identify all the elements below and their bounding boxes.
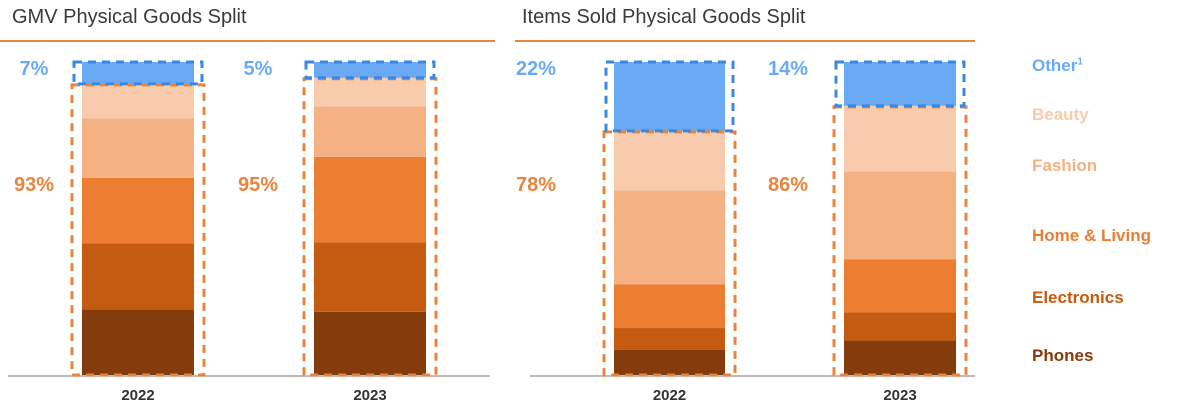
items-sold-physical-outline-2022: [602, 130, 737, 377]
items-sold-bar-2023-fashion: [844, 171, 956, 260]
items-sold-bar-2022-fashion: [614, 190, 725, 285]
items-sold-chart-title: Items Sold Physical Goods Split: [522, 6, 806, 28]
items-sold-bar-2023-electronics: [844, 312, 956, 341]
gmv-physical-share-2022: 93%: [14, 174, 54, 196]
items-sold-bar-2022-home-living: [614, 284, 725, 329]
gmv-tick-label-2023: 2023: [353, 387, 386, 404]
legend-item-beauty: Beauty: [1032, 105, 1089, 124]
gmv-title-rule: [0, 40, 495, 42]
items-sold-bar-2023-home-living: [844, 259, 956, 313]
items-sold-bar-2023-phones: [844, 340, 956, 375]
items-sold-physical-share-2023: 86%: [768, 174, 808, 196]
gmv-bar-2023-electronics: [314, 242, 426, 312]
gmv-physical-outline-2023: [302, 77, 438, 377]
gmv-bar-2022-other: [82, 62, 194, 84]
legend-item-other: Other1: [1032, 56, 1083, 76]
items-sold-tick-label-2023: 2023: [883, 387, 916, 404]
gmv-bar-2023-phones: [314, 311, 426, 375]
gmv-bar-2022-electronics: [82, 243, 194, 310]
legend-item-electronics: Electronics: [1032, 288, 1124, 307]
gmv-other-share-2023: 5%: [244, 58, 273, 80]
items-sold-other-share-2022: 22%: [516, 58, 556, 80]
items-sold-bar-2022-electronics: [614, 328, 725, 350]
items-sold-other-share-2023: 14%: [768, 58, 808, 80]
gmv-chart-title: GMV Physical Goods Split: [12, 6, 247, 28]
gmv-other-outline-2022: [72, 60, 204, 86]
gmv-bar-2023-fashion: [314, 106, 426, 157]
legend-item-phones: Phones: [1032, 346, 1094, 365]
items-sold-title-rule: [515, 40, 975, 42]
gmv-other-share-2022: 7%: [20, 58, 49, 80]
gmv-bar-2023-home-living: [314, 156, 426, 243]
gmv-physical-share-2023: 95%: [238, 174, 278, 196]
gmv-other-outline-2023: [304, 60, 436, 80]
legend-label-other: Other: [1032, 56, 1078, 75]
items-sold-other-outline-2023: [834, 60, 966, 108]
gmv-bar-2022-fashion: [82, 118, 194, 178]
items-sold-tick-label-2022: 2022: [653, 387, 686, 404]
gmv-tick-label-2022: 2022: [121, 387, 154, 404]
items-sold-physical-outline-2023: [832, 105, 968, 377]
items-sold-bar-2022-beauty: [614, 130, 725, 191]
gmv-bar-2022-home-living: [82, 177, 194, 244]
items-sold-bar-2022-phones: [614, 349, 725, 375]
gmv-bar-2022-beauty: [82, 83, 194, 119]
gmv-bar-2023-other: [314, 62, 426, 78]
items-sold-physical-share-2022: 78%: [516, 174, 556, 196]
items-sold-other-outline-2022: [604, 60, 735, 133]
gmv-bar-2023-beauty: [314, 77, 426, 107]
legend-footnote-other: 1: [1077, 56, 1083, 68]
items-sold-bar-2022-other: [614, 62, 725, 131]
items-sold-bar-2023-beauty: [844, 105, 956, 172]
gmv-bar-2022-phones: [82, 309, 194, 375]
legend-item-home-living: Home & Living: [1032, 226, 1152, 245]
legend-item-fashion: Fashion: [1032, 156, 1098, 175]
items-sold-bar-2023-other: [844, 62, 956, 106]
